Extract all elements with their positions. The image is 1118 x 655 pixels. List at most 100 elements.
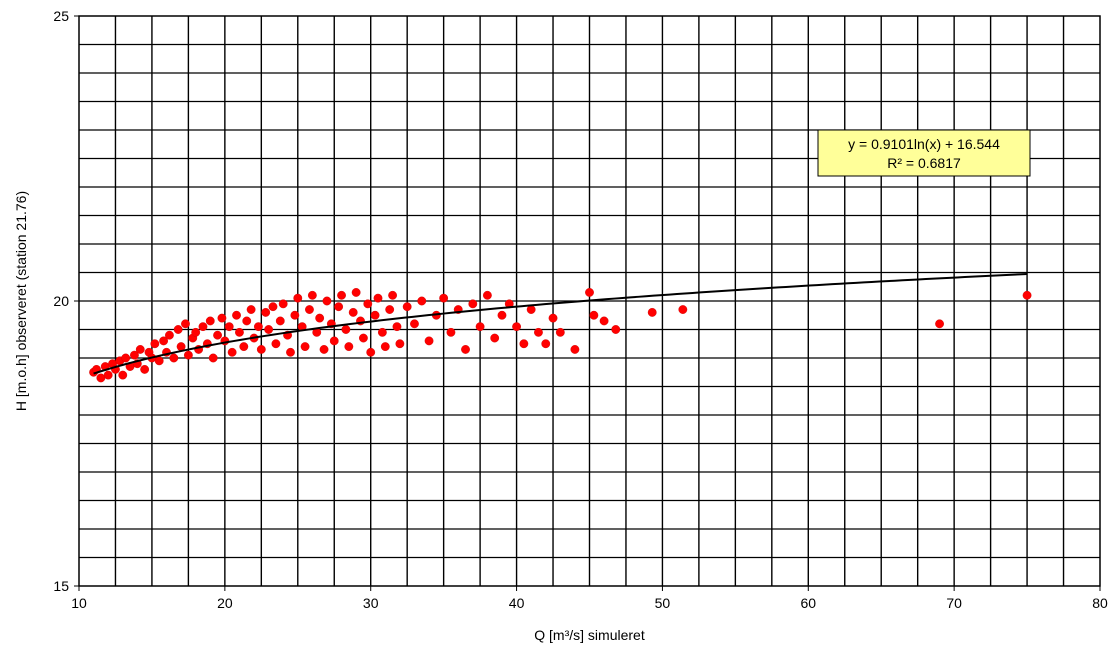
- data-point: [392, 322, 402, 332]
- data-point: [268, 302, 278, 312]
- log-trendline: [93, 273, 1028, 375]
- x-tick-label: 60: [800, 595, 816, 611]
- data-point: [363, 299, 373, 309]
- data-point: [373, 293, 383, 303]
- data-point: [103, 370, 113, 380]
- data-point: [541, 339, 551, 349]
- data-point: [213, 330, 222, 340]
- data-point: [417, 296, 427, 306]
- data-point: [154, 356, 164, 366]
- data-point: [278, 299, 288, 309]
- data-point: [385, 305, 395, 314]
- data-point: [118, 370, 128, 380]
- data-point: [235, 327, 244, 337]
- data-point: [246, 305, 256, 314]
- y-tick-label: 15: [53, 578, 69, 594]
- data-point: [300, 342, 310, 351]
- data-point: [329, 336, 339, 346]
- data-point: [475, 322, 485, 332]
- data-point: [1022, 290, 1032, 300]
- data-point: [482, 290, 492, 300]
- data-point: [370, 310, 380, 320]
- data-point: [359, 333, 368, 343]
- data-point: [647, 307, 657, 317]
- data-point: [935, 319, 944, 329]
- data-point: [96, 373, 106, 383]
- data-point: [548, 313, 558, 323]
- data-point: [468, 299, 478, 309]
- data-point: [534, 327, 543, 337]
- data-point: [410, 319, 419, 329]
- data-point: [261, 307, 271, 317]
- data-point: [589, 310, 599, 320]
- data-point: [322, 296, 332, 306]
- data-point: [264, 325, 274, 334]
- data-point: [224, 322, 234, 332]
- data-point: [585, 288, 594, 297]
- x-tick-label: 70: [946, 595, 962, 611]
- data-point: [242, 316, 252, 326]
- data-point: [380, 342, 390, 351]
- grid-lines: [79, 16, 1100, 586]
- data-point: [169, 353, 179, 363]
- r-squared-value: R² = 0.6817: [887, 155, 961, 171]
- data-point: [334, 302, 344, 312]
- data-point: [446, 327, 456, 337]
- y-axis-ticks: 15 20 25: [53, 8, 79, 594]
- data-point: [366, 347, 376, 357]
- data-point: [173, 325, 183, 334]
- data-point: [290, 310, 300, 320]
- data-point: [395, 339, 405, 349]
- y-axis-title: H [m.o.h] observeret (station 21.76): [13, 191, 29, 411]
- data-point: [271, 339, 281, 349]
- data-point: [130, 350, 139, 360]
- data-point: [461, 345, 470, 354]
- data-point: [611, 325, 621, 334]
- data-point: [497, 310, 507, 320]
- data-point: [205, 316, 215, 326]
- data-point: [135, 345, 145, 354]
- data-point: [678, 305, 688, 314]
- data-point: [256, 345, 266, 354]
- x-axis-title: Q [m³/s] simuleret: [534, 627, 645, 643]
- data-point: [232, 310, 241, 320]
- data-point: [181, 319, 190, 329]
- data-point: [183, 350, 193, 360]
- data-point: [191, 327, 201, 337]
- data-point: [208, 353, 218, 363]
- x-tick-label: 40: [509, 595, 525, 611]
- data-point: [165, 330, 174, 340]
- data-point: [490, 333, 500, 343]
- data-point: [159, 336, 168, 346]
- data-point: [198, 322, 208, 332]
- equation-box: [817, 129, 1031, 177]
- trendline-equation: y = 0.9101ln(x) + 16.544: [848, 136, 1000, 152]
- data-point: [275, 316, 285, 326]
- data-point: [121, 353, 131, 363]
- data-point: [239, 342, 249, 351]
- y-tick-label: 25: [53, 8, 69, 24]
- data-point: [140, 364, 150, 374]
- data-point: [227, 347, 237, 357]
- x-tick-label: 30: [363, 595, 379, 611]
- data-point: [570, 345, 580, 354]
- data-point: [293, 293, 303, 303]
- x-tick-label: 50: [655, 595, 671, 611]
- x-tick-label: 10: [71, 595, 87, 611]
- equation-annotation: y = 0.9101ln(x) + 16.544 R² = 0.6817: [817, 129, 1031, 177]
- data-point: [424, 336, 434, 346]
- data-point: [348, 307, 358, 317]
- x-tick-label: 80: [1092, 595, 1108, 611]
- data-point: [519, 339, 529, 349]
- data-points: [89, 288, 1032, 383]
- x-tick-label: 20: [217, 595, 233, 611]
- data-point: [254, 322, 263, 332]
- data-point: [305, 305, 314, 314]
- data-point: [512, 322, 521, 332]
- data-point: [307, 290, 317, 300]
- data-point: [599, 316, 609, 326]
- data-point: [337, 290, 346, 300]
- data-point: [150, 339, 160, 349]
